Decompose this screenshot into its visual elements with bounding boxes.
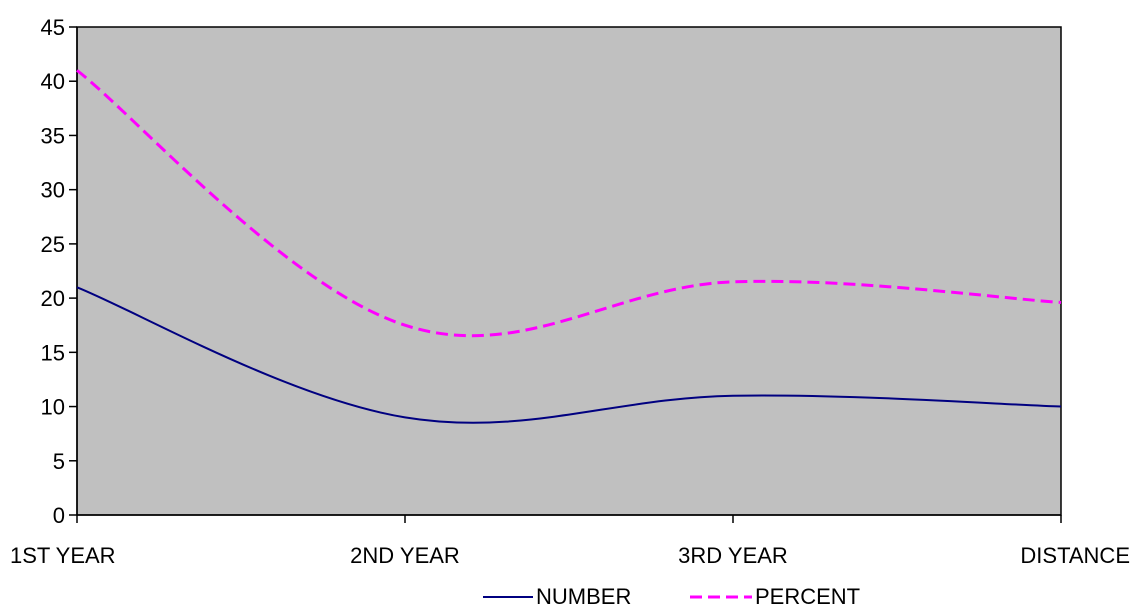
x-tick-label: 3RD YEAR	[678, 543, 788, 568]
x-tick-label: 2ND YEAR	[350, 543, 460, 568]
x-tick-label: DISTANCE	[1020, 543, 1130, 568]
series-line-number	[76, 286, 1062, 424]
series-line-percent	[76, 69, 1062, 338]
y-tick-label: 5	[53, 449, 65, 474]
y-tick-label: 30	[41, 178, 65, 203]
y-tick-label: 35	[41, 123, 65, 148]
y-tick-label: 0	[53, 503, 65, 528]
legend-label-percent: PERCENT	[755, 584, 860, 605]
y-tick-label: 15	[41, 340, 65, 365]
x-tick-label: 1ST YEAR	[10, 543, 116, 568]
plot-area	[76, 26, 1062, 516]
y-axis: 0 5 10 15 20 25 30 35 40 45	[41, 15, 78, 528]
y-tick-label: 40	[41, 69, 65, 94]
y-tick-label: 25	[41, 232, 65, 257]
y-tick-label: 45	[41, 15, 65, 40]
x-axis: 1ST YEAR 2ND YEAR 3RD YEAR DISTANCE	[10, 514, 1130, 568]
y-tick-label: 10	[41, 395, 65, 420]
legend: NUMBER PERCENT	[483, 584, 860, 605]
y-tick-label: 20	[41, 286, 65, 311]
legend-label-number: NUMBER	[536, 584, 631, 605]
series-lines	[76, 69, 1062, 424]
